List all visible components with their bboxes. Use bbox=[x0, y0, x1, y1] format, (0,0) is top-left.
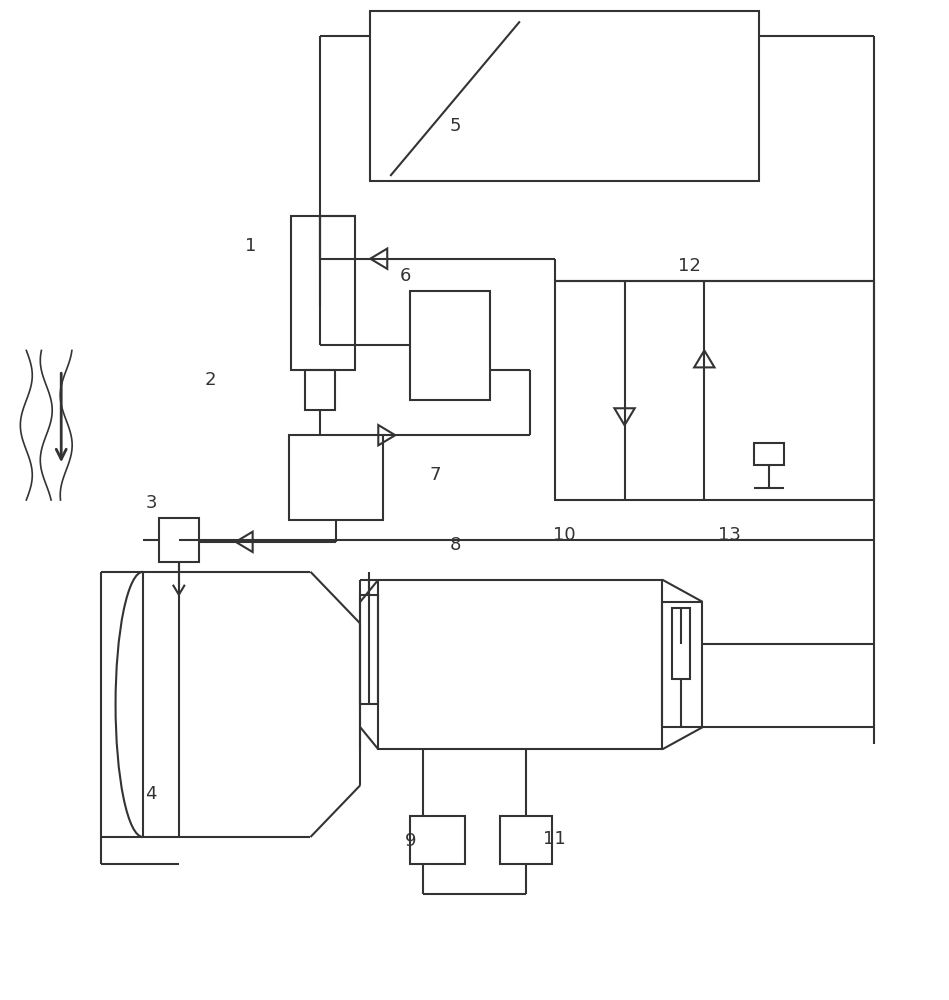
Bar bbox=[361, 595, 379, 704]
Text: 8: 8 bbox=[450, 536, 461, 554]
Bar bbox=[555, 281, 874, 500]
Bar bbox=[370, 11, 759, 181]
Text: 9: 9 bbox=[404, 832, 416, 850]
Text: 2: 2 bbox=[205, 371, 216, 389]
Text: 5: 5 bbox=[449, 117, 461, 135]
Text: 1: 1 bbox=[245, 237, 256, 255]
Bar bbox=[288, 435, 383, 520]
Bar bbox=[290, 216, 355, 370]
Text: 12: 12 bbox=[678, 257, 700, 275]
Text: 3: 3 bbox=[145, 494, 157, 512]
Text: 6: 6 bbox=[400, 267, 411, 285]
Bar bbox=[410, 816, 465, 864]
Bar bbox=[662, 602, 702, 727]
Bar bbox=[410, 291, 490, 400]
Text: 13: 13 bbox=[717, 526, 740, 544]
Text: 4: 4 bbox=[145, 785, 157, 803]
Text: 10: 10 bbox=[553, 526, 576, 544]
Bar bbox=[306, 370, 335, 410]
Text: 11: 11 bbox=[544, 830, 567, 848]
Bar bbox=[379, 580, 662, 749]
Bar bbox=[754, 443, 784, 465]
Bar bbox=[158, 518, 198, 562]
Text: 7: 7 bbox=[429, 466, 441, 484]
Bar bbox=[673, 608, 690, 679]
Bar bbox=[500, 816, 551, 864]
